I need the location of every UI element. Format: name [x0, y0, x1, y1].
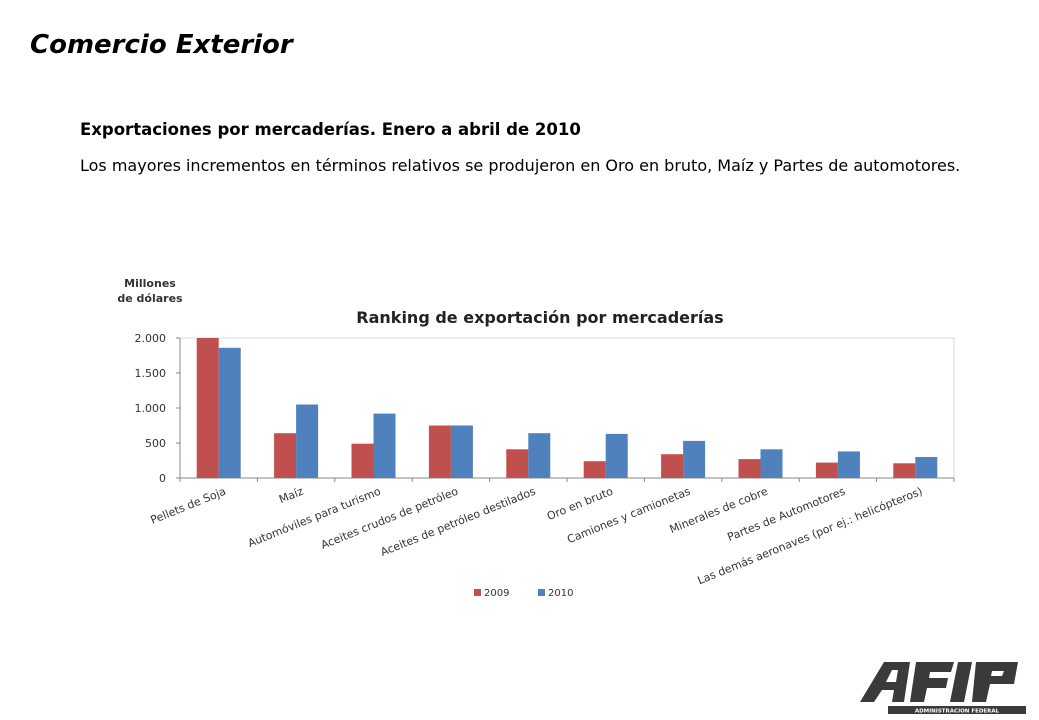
bar-2010 — [760, 449, 783, 478]
bar-2010 — [915, 457, 938, 478]
bar-2010 — [218, 347, 241, 478]
legend-label: 2010 — [548, 588, 573, 599]
bar-2009 — [428, 425, 451, 478]
bar-2009 — [661, 454, 684, 478]
bar-2010 — [296, 404, 319, 478]
x-tick-label: Maíz — [277, 485, 305, 507]
bar-2009 — [583, 461, 606, 478]
bar-2010 — [528, 433, 551, 478]
afip-logo: ADMINISTRACION FEDERAL — [860, 662, 1026, 715]
y-tick-label: 1.000 — [135, 402, 167, 415]
bar-2010 — [683, 440, 706, 478]
bar-2010 — [605, 433, 628, 478]
x-tick-label: Camiones y camionetas — [565, 485, 692, 546]
bar-2010 — [450, 425, 473, 478]
body-text: Los mayores incrementos en términos rela… — [80, 156, 961, 175]
bar-2010 — [837, 451, 860, 478]
chart-legend: 2009 2010 — [474, 588, 573, 599]
bar-2009 — [506, 449, 529, 478]
y-tick-label: 0 — [159, 472, 166, 485]
bar-2009 — [196, 338, 219, 478]
bar-2009 — [351, 443, 374, 478]
y-tick-label: 2.000 — [135, 332, 167, 345]
legend-swatch — [474, 589, 481, 596]
x-tick-label: Automóviles para turismo — [246, 485, 383, 550]
slide-title: Comercio Exterior — [30, 30, 293, 60]
bar-2009 — [815, 462, 838, 478]
afip-logo-caption: ADMINISTRACION FEDERAL — [915, 709, 1000, 715]
bar-2009 — [274, 433, 297, 478]
chart-title: Ranking de exportación por mercaderías — [356, 308, 723, 327]
chart-subtitle: Exportaciones por mercaderías. Enero a a… — [80, 120, 581, 139]
legend-label: 2009 — [484, 588, 509, 599]
y-tick-label: 1.500 — [135, 367, 167, 380]
bar-2010 — [373, 413, 396, 478]
y-axis-units: Millones de dólares — [110, 276, 190, 306]
bar-2009 — [893, 463, 916, 478]
y-tick-label: 500 — [145, 437, 166, 450]
legend-swatch — [538, 589, 545, 596]
x-tick-label: Pellets de Soja — [149, 485, 228, 527]
chart-bars — [196, 338, 938, 478]
bar-2009 — [738, 459, 761, 478]
y-axis-units-line-2: de dólares — [117, 292, 183, 305]
afip-logo-mark — [860, 662, 1018, 702]
y-axis-units-line-1: Millones — [124, 277, 176, 290]
